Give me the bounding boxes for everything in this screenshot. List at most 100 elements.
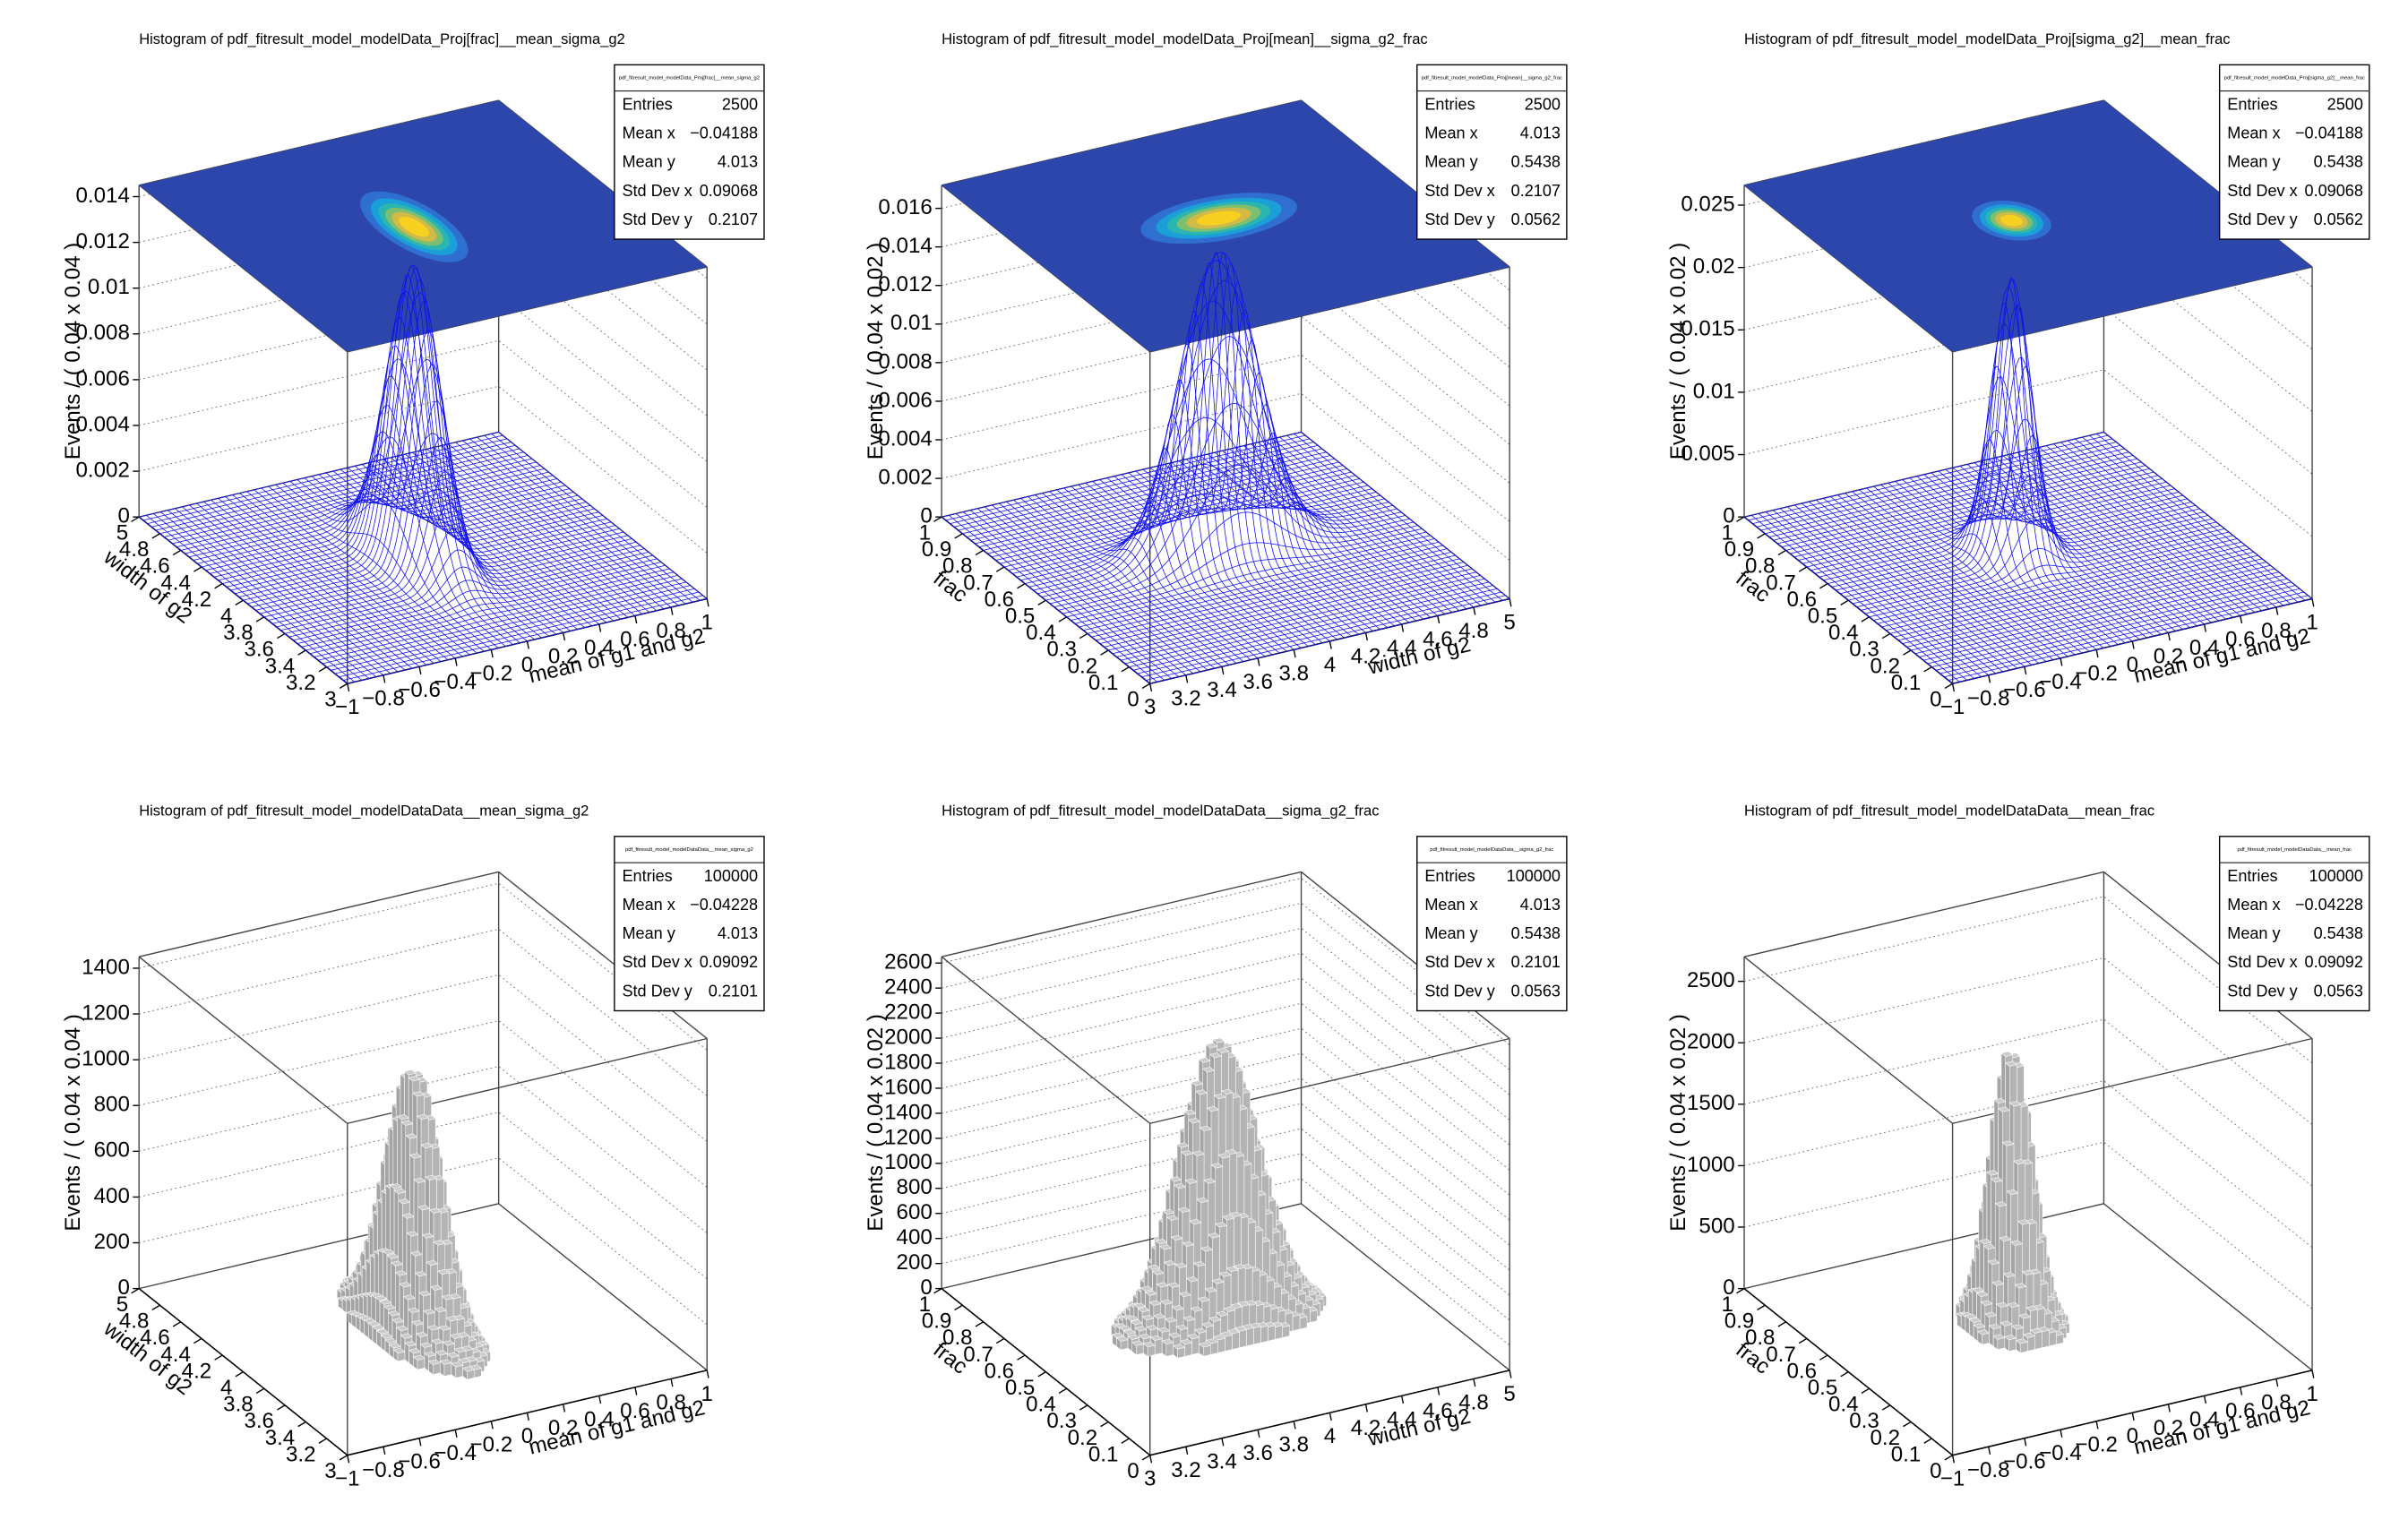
surface-mesh bbox=[2045, 445, 2256, 613]
lego-bar-top bbox=[1166, 1215, 1179, 1221]
surface-mesh bbox=[1988, 459, 2197, 627]
lego-bar-top bbox=[445, 1316, 459, 1322]
lego-bar-top bbox=[1186, 1276, 1199, 1283]
y-tick bbox=[339, 683, 348, 690]
chart-title: Histogram of pdf_fitresult_model_modelDa… bbox=[1744, 30, 2231, 47]
lego-bar-top bbox=[1182, 1241, 1195, 1247]
stats-label: Std Dev y bbox=[1424, 982, 1494, 1000]
y-tick-label: 0.8 bbox=[1745, 554, 1776, 579]
surface-mesh bbox=[1294, 434, 1503, 601]
surface-mesh bbox=[1164, 373, 1373, 631]
grid-line bbox=[941, 1153, 1510, 1321]
chart-title: Histogram of pdf_fitresult_model_modelDa… bbox=[1744, 803, 2154, 820]
x-tick bbox=[2131, 1412, 2135, 1421]
y-tick-label: 0.4 bbox=[1828, 1393, 1859, 1417]
surface-mesh bbox=[1142, 282, 1352, 637]
surface-mesh bbox=[325, 358, 535, 640]
y-tick bbox=[1141, 1455, 1151, 1461]
x-tick bbox=[670, 606, 674, 615]
y-tick-label: 0.5 bbox=[1808, 1376, 1838, 1400]
lego-bar-front bbox=[1154, 1338, 1163, 1355]
x-tick-label: 0 bbox=[521, 653, 533, 677]
lego-bar-top bbox=[1173, 1344, 1186, 1350]
x-tick bbox=[347, 1455, 350, 1464]
surface-mesh bbox=[151, 442, 512, 528]
y-tick bbox=[995, 566, 1005, 572]
stats-value: 0.5438 bbox=[2314, 153, 2363, 171]
z-tick-label: 0.002 bbox=[76, 458, 130, 482]
surface-mesh bbox=[147, 438, 508, 524]
x-tick bbox=[2275, 606, 2279, 615]
x-tick-label: 3.4 bbox=[1207, 678, 1237, 702]
lego-bar-top bbox=[1979, 1238, 1992, 1245]
x-tick-label: 4.8 bbox=[1458, 1390, 1489, 1414]
surface-mesh bbox=[397, 455, 607, 623]
surface-mesh bbox=[1135, 262, 1345, 639]
lego-bar-front bbox=[1299, 1316, 1308, 1330]
lego-bar-top bbox=[394, 1270, 408, 1276]
x-tick bbox=[383, 674, 386, 683]
stats-value: −0.04188 bbox=[690, 125, 758, 142]
lego-bar-top bbox=[2008, 1101, 2022, 1107]
stats-value: −0.04228 bbox=[2295, 896, 2363, 914]
lego-bar-top bbox=[1213, 1093, 1226, 1100]
stats-value: 0.2101 bbox=[709, 982, 758, 1000]
y-tick bbox=[318, 666, 327, 673]
y-tick bbox=[1736, 1288, 1745, 1294]
z-tick-label: 800 bbox=[897, 1175, 933, 1199]
surface-mesh bbox=[1916, 278, 2126, 644]
lego-bar-top bbox=[1155, 1239, 1168, 1245]
lego-bar-top bbox=[1195, 1089, 1208, 1095]
surface-mesh bbox=[1831, 323, 2192, 588]
lego-bar-top bbox=[1227, 1328, 1240, 1335]
x-tick-label: −0.6 bbox=[2003, 678, 2046, 702]
y-tick-label: 3.4 bbox=[265, 654, 296, 678]
x-tick bbox=[1364, 632, 1368, 641]
surface-mesh bbox=[1802, 478, 2163, 564]
grid-line bbox=[1743, 244, 2313, 413]
lego-bar-front bbox=[1232, 1331, 1240, 1350]
lego-bar-top bbox=[384, 1337, 398, 1344]
stats-value: 0.09068 bbox=[2305, 182, 2363, 200]
surface-mesh bbox=[2082, 436, 2292, 605]
lego-bar-front bbox=[2008, 1337, 2017, 1352]
x-tick-label: −0.2 bbox=[2075, 661, 2118, 685]
y-tick-label: 0.3 bbox=[1046, 1409, 1077, 1433]
lego-bar-front bbox=[1217, 1337, 1226, 1353]
lego-bar-top bbox=[462, 1366, 475, 1372]
lego-bar-front bbox=[1268, 1325, 1276, 1342]
lego-bar-front bbox=[2049, 1331, 2057, 1347]
y-tick-label: 0.7 bbox=[1766, 571, 1796, 595]
surface-mesh bbox=[987, 468, 1347, 554]
grid-line bbox=[1743, 1018, 2313, 1187]
stats-value: 0.0563 bbox=[1511, 982, 1561, 1000]
x-tick-label: 3.2 bbox=[1171, 1458, 1201, 1482]
x-tick-label: 3.4 bbox=[1207, 1450, 1237, 1474]
y-tick bbox=[1840, 1371, 1849, 1378]
z-tick-label: 600 bbox=[897, 1200, 933, 1224]
x-tick-label: 5 bbox=[1503, 610, 1515, 634]
lego-bar-top bbox=[2001, 1140, 2015, 1146]
z-tick-label: 2500 bbox=[1687, 968, 1735, 992]
z-tick-label: 400 bbox=[94, 1184, 130, 1208]
lego-bar-top bbox=[2025, 1305, 2039, 1311]
lego-bar-top bbox=[1141, 1314, 1155, 1320]
z-tick-label: 2000 bbox=[884, 1025, 933, 1049]
surface-mesh bbox=[1861, 519, 2221, 611]
y-tick bbox=[1819, 1354, 1828, 1361]
panel: Histogram of pdf_fitresult_model_modelDa… bbox=[864, 30, 1568, 719]
surface-mesh bbox=[180, 465, 541, 551]
y-tick bbox=[1058, 616, 1068, 623]
x-tick-label: 3 bbox=[1144, 1467, 1156, 1491]
z-tick-label: 1200 bbox=[82, 1000, 130, 1025]
surface-mesh bbox=[1945, 468, 2154, 637]
lego-bar-top bbox=[1215, 1222, 1227, 1228]
surface-mesh bbox=[1012, 488, 1372, 574]
x-tick bbox=[2024, 666, 2027, 675]
y-tick-label: 3.8 bbox=[223, 1393, 254, 1417]
surface-mesh bbox=[1790, 468, 2150, 554]
lego-bar-top bbox=[418, 1291, 432, 1297]
lego-bar-top bbox=[1201, 1321, 1215, 1328]
z-tick-label: 1200 bbox=[884, 1125, 933, 1149]
